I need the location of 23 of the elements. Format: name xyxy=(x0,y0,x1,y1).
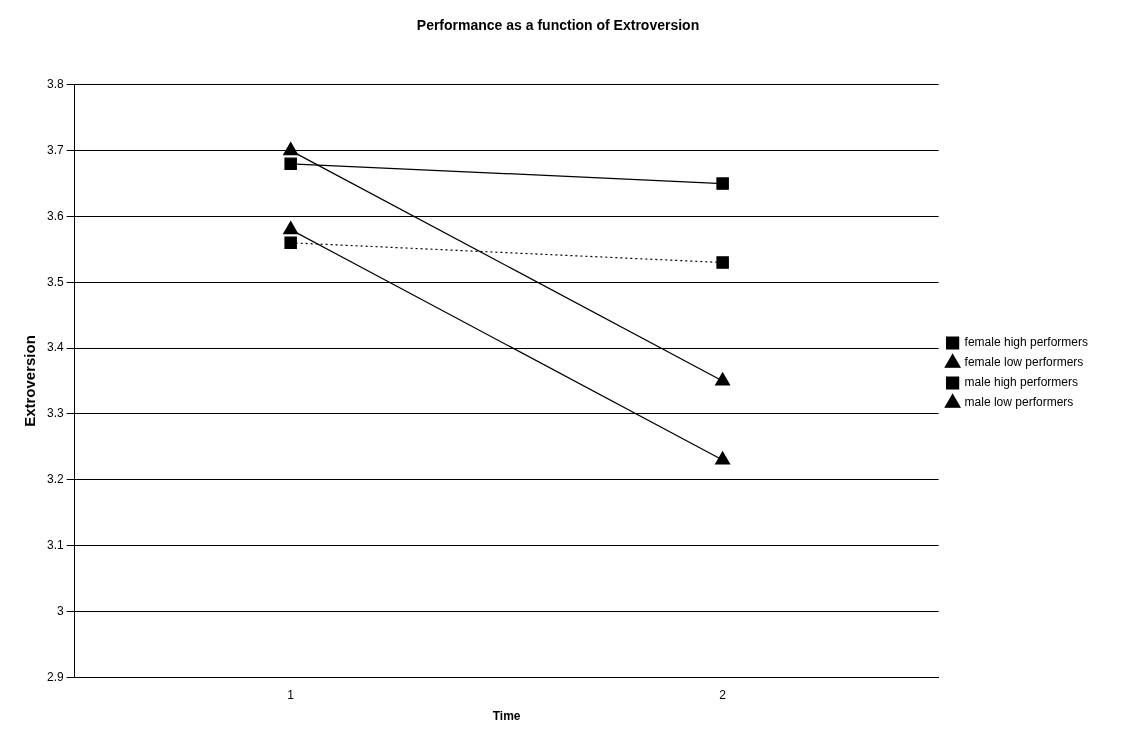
y-tick-label: 3.3 xyxy=(46,406,64,421)
legend-label: female high performers xyxy=(964,335,1088,350)
y-tick-label: 3.1 xyxy=(46,537,64,552)
y-tick-label: 3 xyxy=(56,603,64,618)
y-tick-label: 3.5 xyxy=(46,274,64,289)
y-tick-label: 3.8 xyxy=(46,77,64,92)
x-tick-label: 1 xyxy=(287,687,295,702)
y-tick-label: 3.4 xyxy=(46,340,64,355)
x-axis-title: Time xyxy=(492,709,521,724)
legend-label: male high performers xyxy=(964,375,1078,390)
point xyxy=(284,157,297,171)
legend-label: female low performers xyxy=(964,355,1084,370)
y-tick-label: 3.2 xyxy=(46,472,64,487)
y-tick-label: 3.6 xyxy=(46,208,64,223)
y-axis-title: Extroversion xyxy=(21,335,39,427)
chart-title: Performance as a function of Extroversion xyxy=(416,17,700,34)
point xyxy=(716,177,729,190)
legend-label: male low performers xyxy=(964,395,1074,410)
y-tick-label: 2.9 xyxy=(46,669,64,684)
point xyxy=(284,236,297,250)
x-tick-label: 2 xyxy=(719,687,727,702)
point xyxy=(716,256,729,269)
y-tick-label: 3.7 xyxy=(46,142,64,157)
